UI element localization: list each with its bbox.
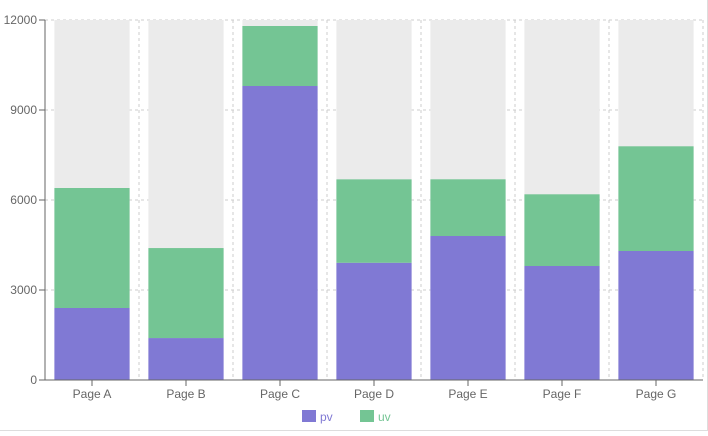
y-tick-label: 12000 bbox=[4, 13, 38, 27]
bar-pv-page-d[interactable] bbox=[336, 262, 412, 380]
bar-uv-page-b[interactable] bbox=[148, 248, 224, 339]
legend-swatch-pv bbox=[302, 410, 316, 422]
bar-uv-page-a[interactable] bbox=[54, 188, 130, 308]
legend-label-pv[interactable]: pv bbox=[320, 410, 333, 424]
x-tick-label: Page F bbox=[543, 387, 582, 401]
legend: pv uv bbox=[302, 410, 391, 424]
x-tick-label: Page D bbox=[354, 387, 394, 401]
bar-uv-page-g[interactable] bbox=[618, 146, 694, 251]
x-tick-label: Page B bbox=[166, 387, 205, 401]
x-tick-label: Page E bbox=[448, 387, 487, 401]
y-tick-label: 9000 bbox=[10, 103, 37, 117]
x-tick-label: Page G bbox=[636, 387, 677, 401]
bar-uv-page-e[interactable] bbox=[430, 179, 506, 236]
bar-pv-page-b[interactable] bbox=[148, 338, 224, 380]
x-tick-label: Page C bbox=[260, 387, 300, 401]
bar-uv-page-f[interactable] bbox=[524, 194, 600, 266]
bar-pv-page-g[interactable] bbox=[618, 251, 694, 380]
bar-pv-page-c[interactable] bbox=[242, 86, 318, 380]
legend-label-uv[interactable]: uv bbox=[378, 410, 391, 424]
bar-series bbox=[54, 26, 694, 380]
axes: 0 3000 6000 9000 12000 Page A Page B Page C Page… bbox=[4, 13, 703, 401]
bar-pv-page-f[interactable] bbox=[524, 266, 600, 380]
bar-uv-page-d[interactable] bbox=[336, 179, 412, 263]
bar-pv-page-a[interactable] bbox=[54, 308, 130, 380]
y-tick-label: 6000 bbox=[10, 193, 37, 207]
bar-pv-page-e[interactable] bbox=[430, 236, 506, 380]
x-tick-label: Page A bbox=[73, 387, 112, 401]
y-tick-label: 0 bbox=[30, 373, 37, 387]
bar-uv-page-c[interactable] bbox=[242, 26, 318, 86]
y-tick-label: 3000 bbox=[10, 283, 37, 297]
legend-swatch-uv bbox=[360, 410, 374, 422]
